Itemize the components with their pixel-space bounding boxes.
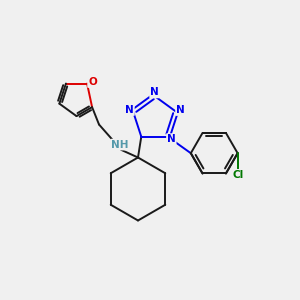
Text: N: N [125,105,134,115]
Text: NH: NH [111,140,129,150]
Text: O: O [88,77,97,87]
Text: N: N [167,134,176,144]
Text: N: N [176,105,185,115]
Text: N: N [150,87,159,98]
Text: Cl: Cl [232,170,243,180]
